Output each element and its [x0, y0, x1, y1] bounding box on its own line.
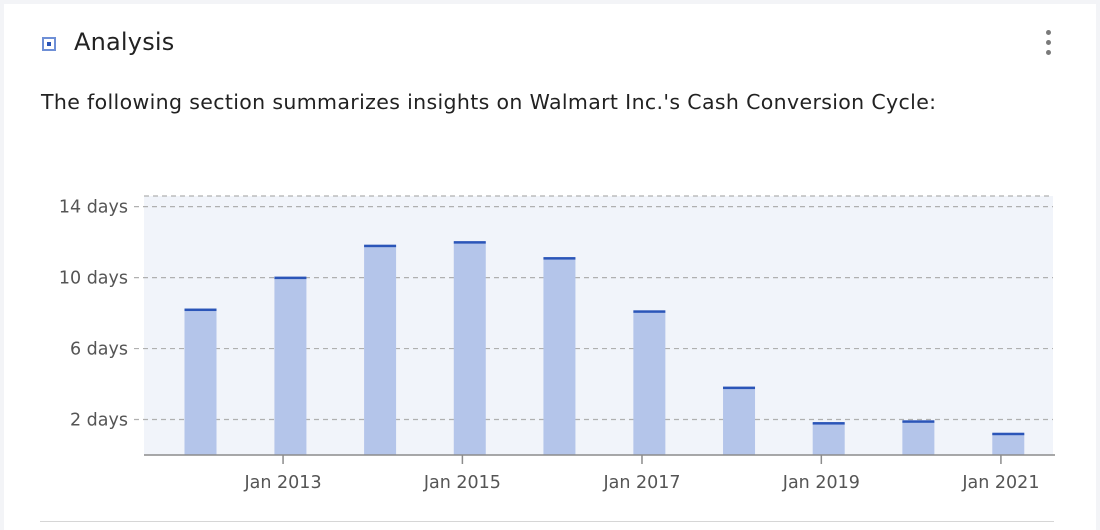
- bar-top-line: [184, 308, 217, 312]
- bar: [902, 421, 935, 455]
- bar: [184, 309, 217, 455]
- bar: [453, 242, 486, 455]
- y-tick-label: 10 days: [59, 269, 128, 289]
- bar: [723, 387, 756, 455]
- bar: [543, 258, 576, 455]
- bar-top-line: [364, 244, 397, 248]
- square-bullet-icon: [42, 37, 56, 51]
- section-header: Analysis: [40, 28, 1060, 66]
- section-title: Analysis: [74, 28, 175, 56]
- bar: [364, 245, 397, 455]
- bar-top-line: [723, 386, 756, 390]
- bar: [274, 277, 307, 455]
- bar-top-line: [274, 276, 307, 280]
- bar: [992, 433, 1025, 455]
- bar-top-line: [453, 241, 486, 244]
- bar-top-line: [543, 257, 576, 260]
- bar-top-line: [902, 420, 935, 423]
- x-tick-label: Jan 2021: [961, 473, 1039, 493]
- divider: [40, 521, 1054, 522]
- more-vertical-icon[interactable]: [1044, 30, 1052, 58]
- y-tick-label: 2 days: [70, 411, 128, 431]
- bar: [812, 423, 845, 455]
- bar: [633, 311, 666, 455]
- y-tick-label: 6 days: [70, 340, 128, 360]
- bar-top-line: [812, 422, 845, 425]
- summary-text: The following section summarizes insight…: [41, 90, 937, 114]
- bar-top-line: [992, 432, 1025, 436]
- bar-top-line: [633, 310, 666, 313]
- x-tick-label: Jan 2019: [782, 473, 860, 493]
- x-tick-label: Jan 2013: [244, 473, 322, 493]
- x-tick-label: Jan 2017: [602, 473, 680, 493]
- y-tick-label: 14 days: [59, 198, 128, 218]
- x-tick-label: Jan 2015: [423, 473, 501, 493]
